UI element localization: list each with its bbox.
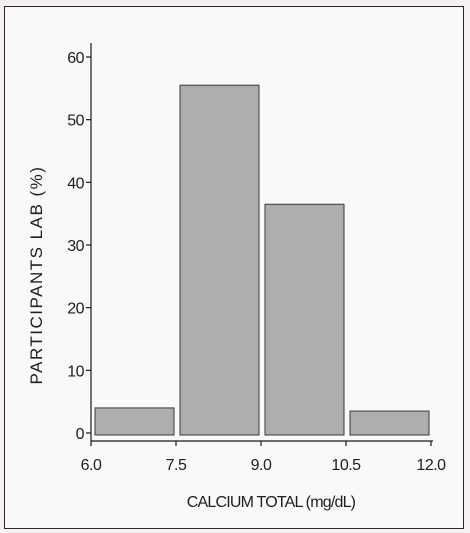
y-tick-label-0: 0	[76, 426, 85, 443]
histogram-chart: 0 10 20 30 40 50 60 6.0 7.5 9.0 10.5 12.0 CALCIUM …	[27, 43, 447, 511]
bar-1	[179, 84, 260, 436]
bar-2	[264, 203, 345, 436]
x-tick-label-1: 7.5	[166, 457, 187, 474]
x-ticks-group: 6.0 7.5 9.0 10.5 12.0	[81, 441, 447, 474]
x-tick-label-2: 9.0	[251, 457, 272, 474]
y-tick-label-3: 30	[67, 238, 84, 255]
bar-0	[94, 407, 175, 436]
x-tick-label-3: 10.5	[331, 457, 361, 474]
y-tick-label-1: 10	[67, 363, 84, 380]
axes-group	[90, 43, 433, 442]
x-tick-label-4: 12.0	[416, 457, 446, 474]
bars-group	[94, 84, 430, 436]
y-axis-label: PARTICIPANTS LAB (%)	[27, 166, 46, 385]
y-tick-label-2: 20	[67, 301, 84, 318]
y-tick-label-6: 60	[67, 50, 84, 67]
y-tick-label-5: 50	[67, 113, 84, 130]
chart-figure: 0 10 20 30 40 50 60 6.0 7.5 9.0 10.5 12.0 CALCIUM …	[4, 6, 464, 529]
bar-3	[349, 410, 430, 436]
y-tick-label-4: 40	[67, 175, 84, 192]
x-axis-label: CALCIUM TOTAL (mg/dL)	[187, 494, 356, 511]
y-ticks-group: 0 10 20 30 40 50 60	[67, 50, 91, 443]
x-tick-label-0: 6.0	[81, 457, 102, 474]
